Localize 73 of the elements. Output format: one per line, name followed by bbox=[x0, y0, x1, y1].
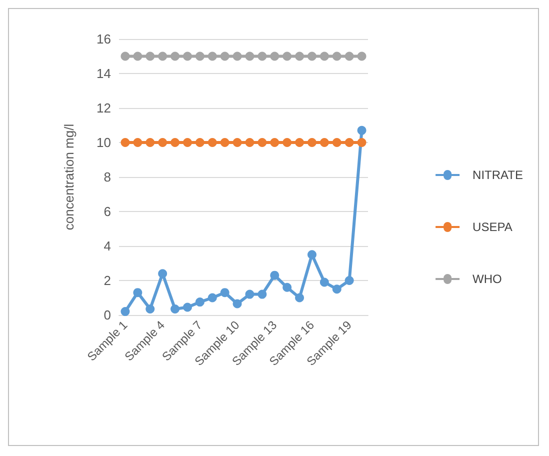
point bbox=[295, 293, 304, 302]
point bbox=[332, 284, 342, 294]
point bbox=[245, 290, 254, 299]
point bbox=[295, 138, 304, 147]
point bbox=[208, 52, 217, 61]
point bbox=[120, 307, 130, 316]
point bbox=[357, 126, 366, 135]
y-tick-label: 8 bbox=[104, 170, 111, 184]
point bbox=[270, 138, 280, 147]
point bbox=[344, 276, 354, 285]
point bbox=[232, 52, 242, 61]
point bbox=[307, 52, 316, 61]
point bbox=[120, 52, 130, 61]
point bbox=[357, 138, 366, 147]
point bbox=[133, 52, 142, 61]
point bbox=[158, 269, 168, 278]
y-tick-label: 0 bbox=[104, 308, 111, 322]
point bbox=[170, 304, 180, 314]
point bbox=[307, 138, 316, 147]
point bbox=[146, 304, 155, 314]
point bbox=[282, 52, 292, 61]
point bbox=[146, 138, 155, 147]
point bbox=[258, 290, 267, 299]
point bbox=[258, 138, 267, 147]
point bbox=[195, 52, 204, 61]
point bbox=[220, 52, 230, 61]
point bbox=[195, 138, 204, 147]
point bbox=[332, 52, 342, 61]
point bbox=[120, 138, 130, 147]
y-tick-label: 6 bbox=[104, 204, 111, 219]
point bbox=[182, 52, 192, 61]
y-tick-label: 10 bbox=[96, 135, 111, 150]
point bbox=[344, 52, 354, 61]
point bbox=[357, 52, 366, 61]
point bbox=[332, 138, 342, 147]
point bbox=[232, 299, 242, 308]
y-tick-label: 16 bbox=[96, 32, 111, 46]
point bbox=[344, 138, 354, 147]
point bbox=[146, 52, 155, 61]
point bbox=[182, 302, 192, 312]
legend-label: USEPA bbox=[472, 220, 512, 234]
point bbox=[245, 52, 254, 61]
point bbox=[195, 298, 204, 307]
point bbox=[133, 288, 142, 298]
point bbox=[158, 52, 168, 61]
point bbox=[282, 282, 292, 292]
point bbox=[295, 52, 304, 61]
y-tick-label: 4 bbox=[104, 238, 111, 254]
point bbox=[258, 52, 267, 61]
point bbox=[208, 293, 217, 302]
point bbox=[307, 250, 316, 260]
point bbox=[320, 52, 329, 61]
point bbox=[158, 138, 168, 147]
point bbox=[282, 138, 292, 147]
point bbox=[208, 138, 217, 147]
point bbox=[270, 52, 280, 61]
y-tick-label: 2 bbox=[104, 273, 111, 288]
y-axis-title: concentration mg/l bbox=[62, 124, 76, 230]
point bbox=[220, 138, 230, 147]
point bbox=[232, 138, 242, 147]
legend-label: NITRATE bbox=[472, 168, 524, 182]
point bbox=[133, 138, 142, 147]
point bbox=[320, 278, 329, 287]
point bbox=[270, 270, 280, 280]
y-tick-label: 12 bbox=[96, 100, 111, 116]
point bbox=[220, 288, 230, 298]
point bbox=[320, 138, 329, 147]
point bbox=[182, 138, 192, 147]
point bbox=[245, 138, 254, 147]
y-tick-label: 14 bbox=[96, 66, 111, 81]
point bbox=[170, 138, 180, 147]
point bbox=[170, 52, 180, 61]
legend-label: WHO bbox=[472, 272, 502, 286]
